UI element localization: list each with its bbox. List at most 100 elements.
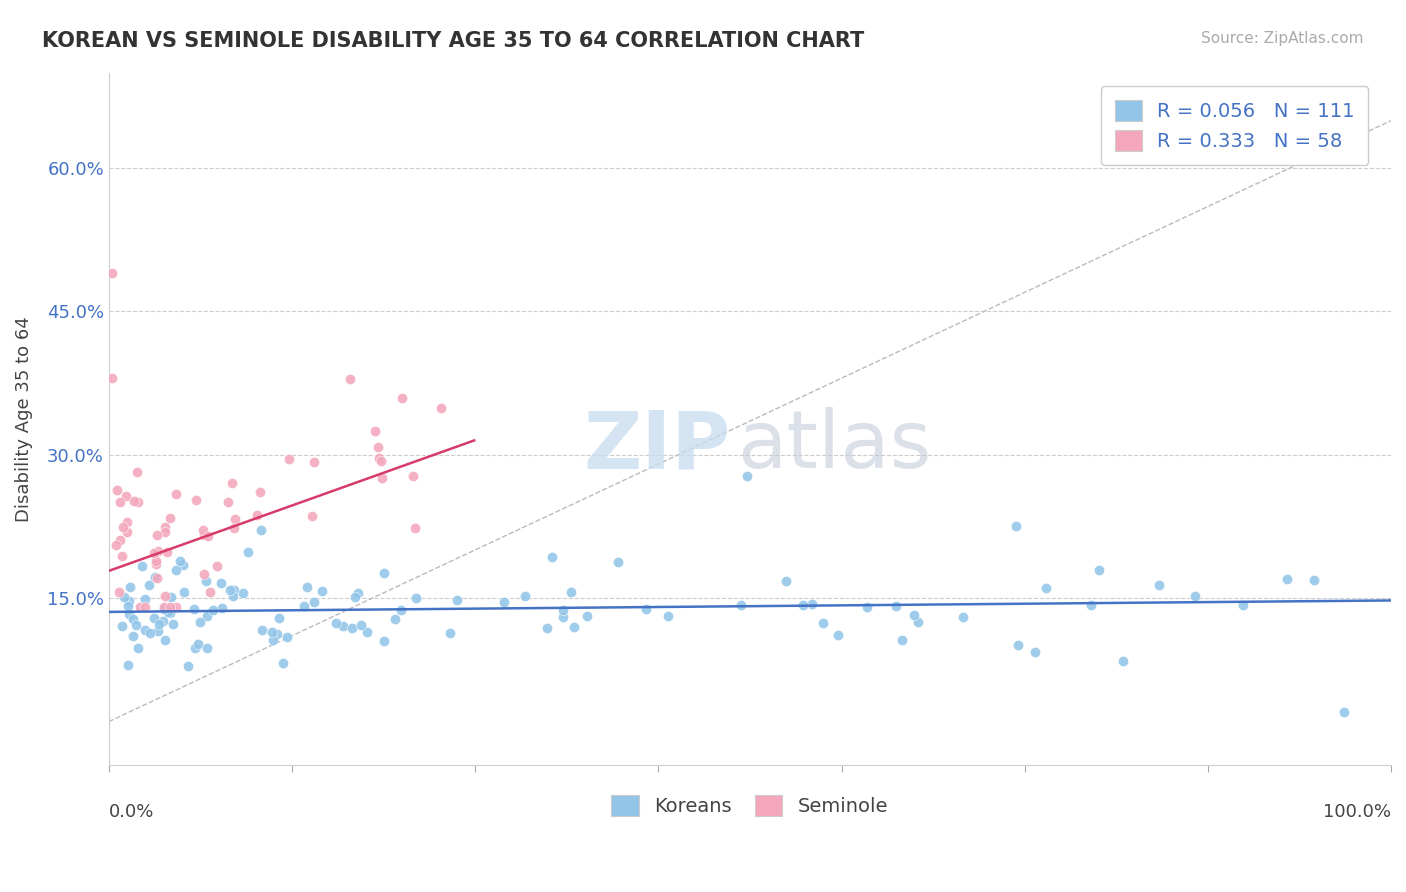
- Point: [165, 563, 187, 577]
- Point: [117, 515, 139, 529]
- Point: [302, 595, 325, 609]
- Point: [1088, 563, 1111, 577]
- Point: [332, 619, 354, 633]
- Point: [131, 558, 153, 573]
- Point: [636, 602, 658, 616]
- Point: [138, 578, 160, 592]
- Point: [193, 527, 215, 541]
- Point: [541, 549, 564, 564]
- Point: [183, 601, 205, 615]
- Point: [172, 558, 194, 573]
- Point: [276, 630, 298, 644]
- Point: [153, 520, 176, 534]
- Point: [108, 533, 131, 547]
- Point: [219, 582, 242, 597]
- Point: [373, 634, 395, 648]
- Text: atlas: atlas: [737, 408, 932, 485]
- Point: [117, 599, 139, 614]
- Point: [221, 476, 243, 491]
- Point: [125, 618, 148, 632]
- Point: [513, 589, 536, 603]
- Point: [159, 600, 181, 615]
- Point: [143, 570, 166, 584]
- Point: [295, 580, 318, 594]
- Point: [1303, 573, 1326, 587]
- Point: [217, 494, 239, 508]
- Text: Source: ZipAtlas.com: Source: ZipAtlas.com: [1201, 31, 1364, 46]
- Point: [730, 598, 752, 612]
- Point: [446, 592, 468, 607]
- Point: [1184, 589, 1206, 603]
- Point: [267, 611, 290, 625]
- Point: [148, 624, 170, 639]
- Point: [153, 524, 176, 539]
- Point: [311, 584, 333, 599]
- Point: [1024, 645, 1046, 659]
- Point: [384, 611, 406, 625]
- Point: [115, 524, 138, 539]
- Point: [197, 529, 219, 543]
- Point: [159, 607, 181, 621]
- Point: [209, 575, 232, 590]
- Point: [127, 641, 149, 656]
- Point: [211, 601, 233, 615]
- Point: [246, 508, 269, 522]
- Point: [800, 597, 823, 611]
- Point: [111, 549, 134, 563]
- Legend: Koreans, Seminole: Koreans, Seminole: [603, 788, 896, 824]
- Point: [551, 603, 574, 617]
- Point: [118, 580, 141, 594]
- Point: [856, 599, 879, 614]
- Point: [952, 609, 974, 624]
- Point: [111, 520, 134, 534]
- Point: [1277, 572, 1299, 586]
- Point: [364, 424, 387, 438]
- Point: [108, 585, 131, 599]
- Point: [162, 616, 184, 631]
- Point: [391, 603, 413, 617]
- Point: [195, 609, 218, 624]
- Point: [127, 465, 149, 479]
- Point: [429, 401, 451, 416]
- Point: [1232, 599, 1254, 613]
- Point: [145, 528, 167, 542]
- Point: [367, 440, 389, 454]
- Text: 0.0%: 0.0%: [108, 803, 155, 821]
- Point: [775, 574, 797, 588]
- Point: [340, 621, 363, 635]
- Point: [271, 656, 294, 670]
- Point: [186, 492, 208, 507]
- Point: [405, 591, 427, 605]
- Point: [152, 614, 174, 628]
- Point: [301, 509, 323, 524]
- Point: [238, 545, 260, 559]
- Point: [160, 590, 183, 604]
- Point: [262, 633, 284, 648]
- Point: [101, 371, 124, 385]
- Point: [169, 554, 191, 568]
- Point: [827, 627, 849, 641]
- Point: [346, 586, 368, 600]
- Point: [152, 602, 174, 616]
- Point: [110, 495, 132, 509]
- Point: [811, 615, 834, 630]
- Point: [122, 612, 145, 626]
- Point: [156, 545, 179, 559]
- Point: [325, 615, 347, 630]
- Point: [194, 574, 217, 588]
- Point: [148, 544, 170, 558]
- Point: [129, 600, 152, 615]
- Point: [232, 586, 254, 600]
- Point: [339, 372, 361, 386]
- Point: [122, 629, 145, 643]
- Point: [560, 584, 582, 599]
- Point: [201, 603, 224, 617]
- Point: [100, 266, 122, 280]
- Point: [735, 468, 758, 483]
- Point: [166, 487, 188, 501]
- Point: [134, 592, 156, 607]
- Point: [792, 598, 814, 612]
- Point: [371, 471, 394, 485]
- Point: [153, 600, 176, 615]
- Point: [891, 633, 914, 648]
